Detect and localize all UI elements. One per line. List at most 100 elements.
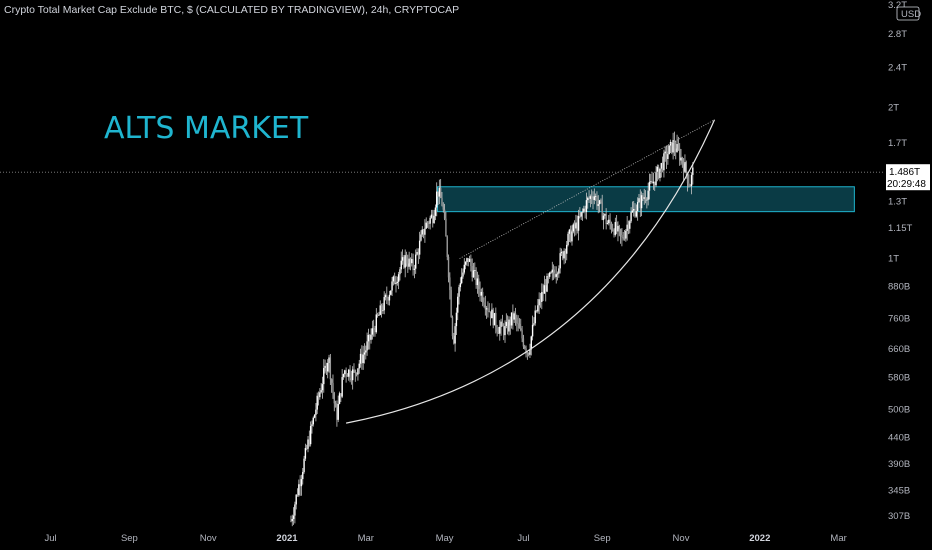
candle-body	[546, 275, 548, 292]
candle-body	[401, 257, 404, 261]
candle-body	[476, 278, 479, 286]
y-tick-label: 307B	[888, 511, 910, 522]
candle-body	[610, 224, 613, 230]
candle-body	[604, 214, 606, 216]
candle-body	[651, 181, 653, 184]
candle-body	[600, 200, 602, 203]
candle-body	[454, 326, 456, 344]
candle-body	[439, 187, 442, 198]
x-tick-label: Jul	[517, 533, 529, 544]
candle-body	[458, 287, 460, 297]
candle-body	[505, 321, 508, 326]
y-tick-label: 2.4T	[888, 63, 907, 74]
candle-body	[315, 409, 317, 415]
candle-body	[355, 373, 358, 375]
y-axis: 3.2T 2.8T 2.4T 2T 1.7T 1.3T 1.15T 1T 880B 760B 660…	[888, 0, 921, 522]
candle-body	[325, 365, 328, 372]
candle-body	[463, 264, 465, 273]
candle-body	[633, 209, 635, 211]
candle-body	[298, 484, 300, 496]
candle-body	[598, 200, 601, 205]
candle-body	[580, 212, 582, 217]
candle-body	[531, 324, 534, 337]
candle-body	[609, 219, 611, 225]
y-tick-label: 2.8T	[888, 29, 907, 40]
currency-label: USD	[901, 9, 921, 20]
candle-body	[636, 202, 639, 212]
candle-body	[480, 291, 483, 296]
candle-body	[547, 275, 550, 277]
y-tick-label: 345B	[888, 486, 910, 497]
candle-body	[643, 197, 645, 199]
candle-body	[684, 162, 686, 173]
candle-body	[460, 276, 463, 284]
candle-body	[302, 472, 304, 480]
currency-badge[interactable]	[896, 6, 920, 21]
x-tick-label: Sep	[121, 533, 138, 544]
candle-body	[413, 268, 416, 270]
candle-body	[529, 349, 531, 355]
candle-body	[513, 313, 515, 320]
y-tick-label: 390B	[888, 459, 910, 470]
x-tick-label: 2021	[276, 533, 298, 544]
candle-body	[405, 255, 408, 264]
candle-body	[362, 354, 364, 364]
candle-body	[329, 357, 332, 380]
parabolic-support-curve[interactable]	[345, 119, 716, 424]
candle-body	[567, 233, 569, 245]
candle-body	[313, 414, 316, 418]
candle-body	[354, 370, 356, 374]
candle-body	[396, 281, 399, 283]
candle-body	[453, 336, 455, 344]
candle-body	[527, 353, 530, 355]
candle-body	[522, 338, 525, 347]
upper-trend-line[interactable]	[459, 119, 715, 259]
candle-body	[537, 305, 539, 312]
candle-body	[387, 298, 389, 301]
candle-body	[392, 276, 395, 282]
candle-body	[422, 229, 425, 235]
candle-body	[378, 314, 380, 316]
candle-body	[433, 215, 435, 223]
candle-body	[345, 370, 347, 375]
candle-body	[555, 274, 557, 277]
candle-body	[351, 369, 354, 381]
candle-body	[470, 258, 472, 267]
candle-body	[526, 352, 529, 354]
chart-title: Crypto Total Market Cap Exclude BTC, $ (…	[4, 4, 460, 16]
y-tick-label: 660B	[888, 344, 910, 355]
candle-body	[369, 334, 371, 340]
candle-body	[664, 151, 666, 154]
candle-body	[441, 197, 443, 206]
candle-body	[337, 403, 339, 420]
candle-body	[667, 154, 669, 160]
candle-body	[541, 292, 543, 302]
candle-body	[468, 258, 471, 262]
candle-body	[642, 195, 644, 199]
candle-body	[334, 403, 337, 408]
candle-body	[685, 162, 687, 173]
candle-body	[626, 224, 628, 231]
candle-body	[656, 166, 659, 173]
y-tick-label: 1.15T	[888, 223, 912, 234]
candle-body	[677, 144, 680, 149]
candle-body	[663, 153, 665, 171]
candle-body	[652, 181, 655, 184]
candle-body	[382, 310, 384, 312]
candle-body	[635, 211, 638, 217]
candle-body	[484, 305, 487, 310]
candle-body	[497, 331, 500, 334]
candle-body	[353, 369, 355, 371]
candle-body	[500, 321, 502, 327]
candle-body	[425, 222, 427, 229]
last-price-value: 1.486T	[889, 167, 920, 178]
candle-body	[376, 314, 379, 316]
alts-market-annotation[interactable]: ALTS MARKET	[104, 111, 309, 146]
candle-body	[538, 299, 540, 306]
candle-body	[496, 327, 498, 332]
candle-body	[492, 309, 494, 326]
candle-body	[292, 515, 295, 519]
candle-body	[455, 312, 458, 327]
candle-body	[300, 479, 303, 487]
